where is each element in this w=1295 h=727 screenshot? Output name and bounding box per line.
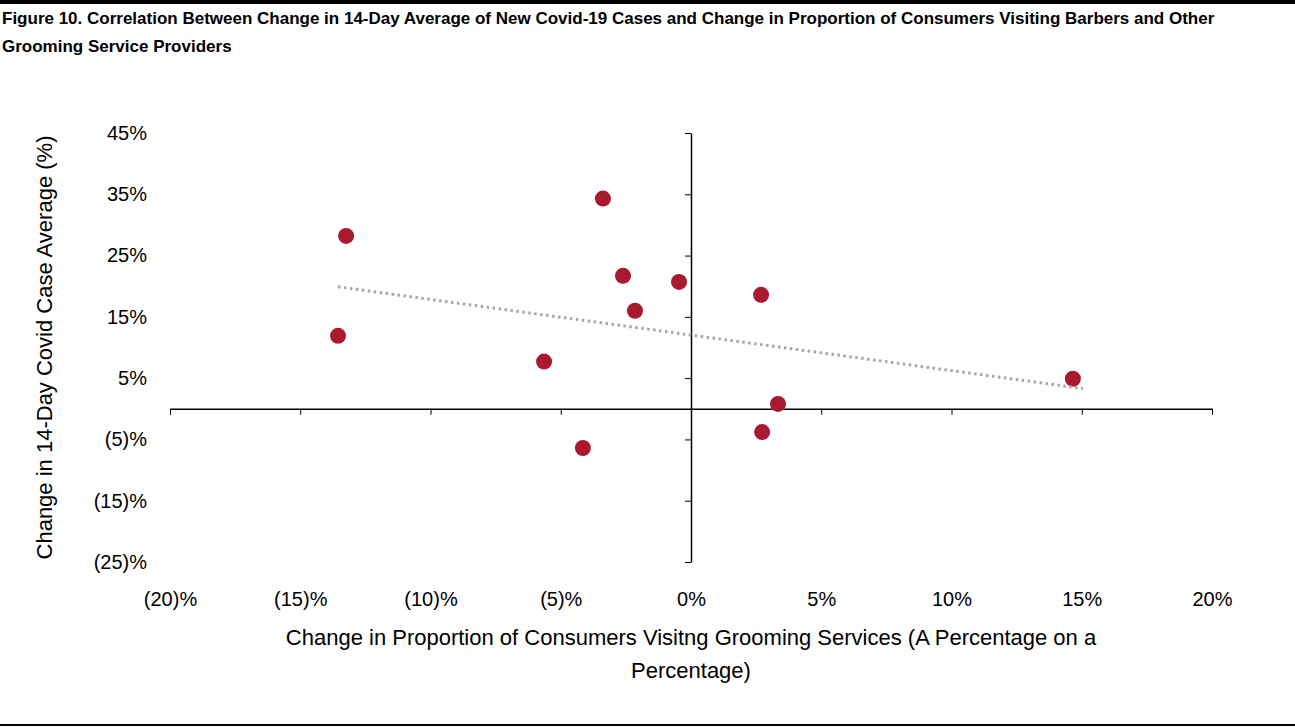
x-tick: (20)% [144, 409, 198, 610]
x-tick: (15)% [274, 409, 328, 610]
y-tick-label: 45% [107, 122, 147, 144]
top-border [0, 0, 1295, 4]
x-tick-label: (10)% [404, 588, 458, 610]
y-tick-label: 35% [107, 183, 147, 205]
y-tick-mark [685, 562, 691, 563]
y-axis: 45% 35% 25% 15% 5% (5)% (15)% (25)% [94, 122, 692, 573]
y-tick-label: 15% [107, 306, 147, 328]
x-tick-mark [1212, 409, 1213, 415]
x-tick-mark [170, 409, 171, 415]
chart: Figure 10. Correlation Between Change in… [0, 0, 1295, 727]
scatter-point [595, 191, 611, 207]
trend-line [338, 287, 1083, 389]
y-tick-label: (5)% [105, 428, 147, 450]
y-tick: (15)% [94, 490, 691, 512]
scatter-point [770, 396, 786, 412]
x-tick-label: 0% [677, 588, 706, 610]
x-tick-label: (5)% [540, 588, 582, 610]
plot-area [330, 191, 1083, 456]
x-tick: 5% [807, 409, 836, 610]
scatter-point [338, 228, 354, 244]
x-tick-label: 15% [1062, 588, 1102, 610]
scatter-point [575, 440, 591, 456]
y-tick: 15% [107, 306, 691, 328]
x-tick-label: 20% [1192, 588, 1232, 610]
x-tick-mark [561, 409, 562, 415]
y-tick-mark [685, 194, 691, 195]
y-tick: 25% [107, 244, 691, 266]
y-axis-line [691, 134, 693, 563]
x-tick-label: 10% [932, 588, 972, 610]
x-tick-label: (20)% [144, 588, 198, 610]
y-tick-mark [685, 439, 691, 440]
y-tick: 45% [107, 122, 691, 144]
x-axis-title: Change in Proportion of Consumers Visitn… [286, 625, 1097, 683]
text-line: Figure 10. Correlation Between Change in… [2, 9, 1215, 28]
x-tick-label: 5% [807, 588, 836, 610]
y-tick: 5% [118, 367, 691, 389]
x-tick: 10% [932, 409, 972, 610]
scatter-point [753, 287, 769, 303]
x-tick: 20% [1192, 409, 1232, 610]
y-tick-mark [685, 133, 691, 134]
bottom-border [0, 724, 1295, 726]
title: Figure 10. Correlation Between Change in… [2, 9, 1215, 56]
y-tick-label: (15)% [94, 490, 148, 512]
scatter-point [536, 354, 552, 370]
scatter-point [671, 274, 687, 290]
scatter-point [754, 424, 770, 440]
y-tick: (5)% [105, 428, 691, 450]
x-tick-label: (15)% [274, 588, 328, 610]
y-tick: (25)% [94, 551, 691, 573]
x-tick-mark [431, 409, 432, 415]
y-tick-label: 5% [118, 367, 147, 389]
y-tick-mark [685, 378, 691, 379]
scatter-point [1065, 371, 1081, 387]
y-tick-mark [685, 256, 691, 257]
scatter-point [627, 303, 643, 319]
x-tick: (10)% [404, 409, 458, 610]
x-tick: (5)% [540, 409, 582, 610]
x-axis: (20)% (15)% (10)% (5)% 0% 5% 10% 15% 20% [144, 409, 1233, 610]
text-line: Grooming Service Providers [2, 37, 232, 56]
x-tick-mark [300, 409, 301, 415]
x-tick-mark [952, 409, 953, 415]
scatter-point [615, 268, 631, 284]
x-tick-mark [1082, 409, 1083, 415]
x-tick-mark [821, 409, 822, 415]
text-line: Percentage) [631, 658, 751, 683]
y-tick-label: (25)% [94, 551, 148, 573]
scatter-point [330, 328, 346, 344]
y-axis-title: Change in 14-Day Covid Case Average (%) [32, 136, 57, 560]
y-tick-label: 25% [107, 244, 147, 266]
text-line: Change in Proportion of Consumers Visitn… [286, 625, 1097, 650]
y-tick-mark [685, 317, 691, 318]
x-tick: 15% [1062, 409, 1102, 610]
y-tick-mark [685, 501, 691, 502]
